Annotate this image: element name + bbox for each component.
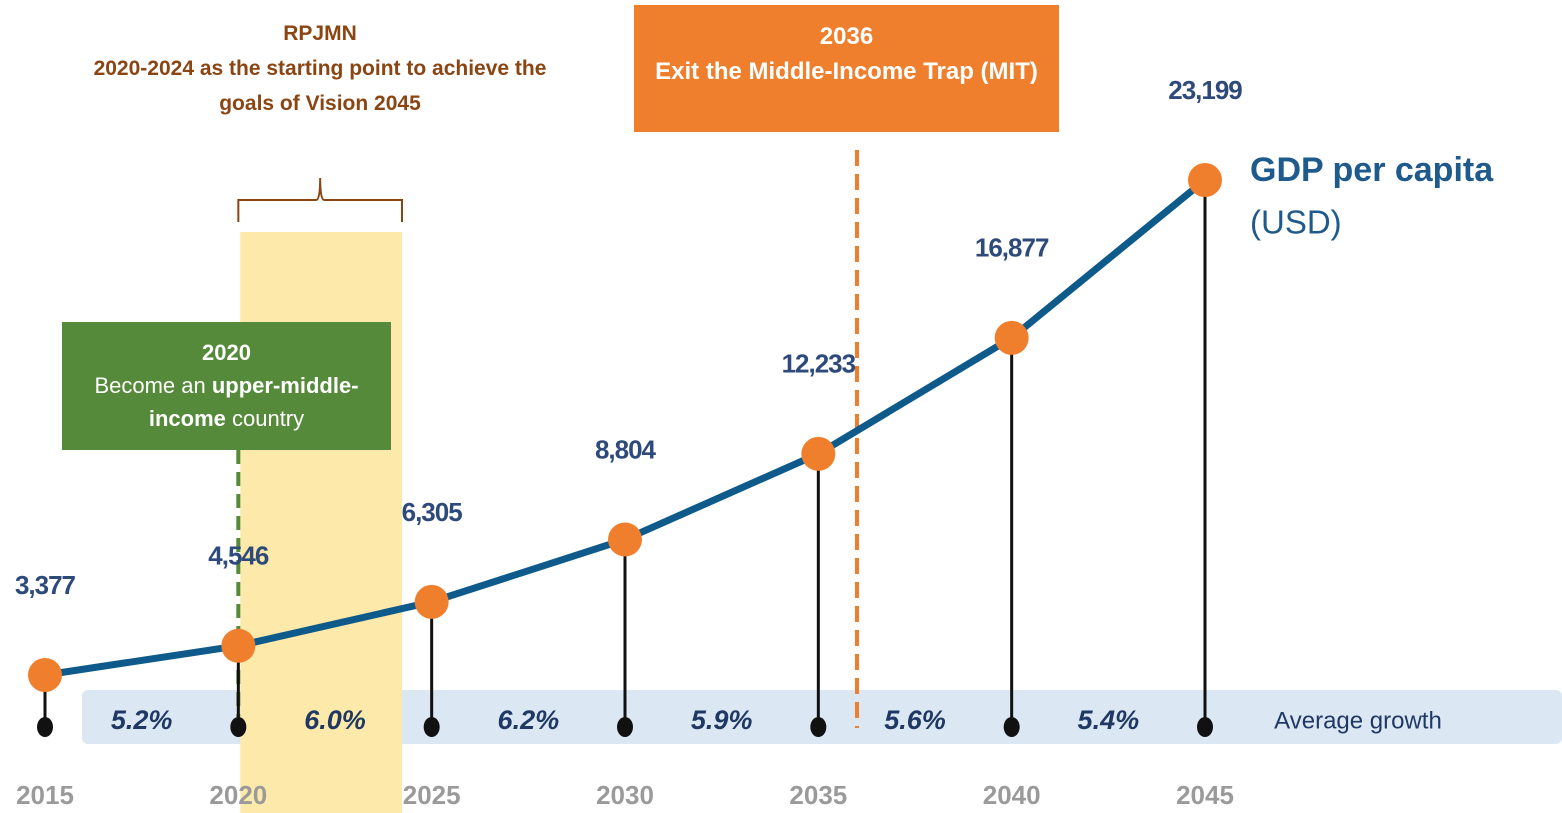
growth-value: 6.0% [304, 705, 366, 735]
chart-subtitle: (USD) [1250, 204, 1342, 241]
growth-value: 5.9% [691, 705, 753, 735]
growth-value: 5.4% [1078, 705, 1140, 735]
highlight-note: RPJMN 2020-2024 as the starting point to… [90, 16, 550, 121]
stem-base [1197, 717, 1213, 737]
value-label: 4,546 [208, 541, 269, 571]
stem-base [37, 717, 53, 737]
annotation-text: Become an upper-middle-income country [80, 369, 373, 435]
annotation-label: 2036 [819, 23, 874, 50]
annotation-box: 2036 Exit the Middle-Income Trap (MIT) [634, 5, 1059, 132]
highlight-text: 2020-2024 as the starting point to achie… [93, 57, 547, 115]
stem-base [1003, 717, 1020, 737]
annotation-text-part: country [225, 406, 305, 431]
growth-value: 5.6% [884, 705, 946, 735]
growth-label: Average growth [1274, 707, 1442, 734]
value-label: 6,305 [402, 497, 463, 527]
x-tick-label: 2020 [209, 780, 267, 810]
value-label: 12,233 [782, 349, 856, 379]
marker [221, 628, 256, 663]
marker [414, 584, 449, 619]
growth-band [82, 690, 1562, 744]
x-tick-label: 2040 [983, 780, 1041, 810]
growth-value: 6.2% [498, 705, 560, 735]
stem-base [617, 717, 633, 737]
value-label: 16,877 [975, 233, 1049, 263]
growth-value: 5.2% [111, 705, 173, 735]
x-tick-label: 2045 [1176, 780, 1234, 810]
stem-base [230, 717, 247, 737]
annotation-box: 2020 Become an upper-middle-income count… [62, 322, 391, 450]
value-label: 3,377 [15, 570, 76, 600]
annotation-text-part: Become an [94, 373, 212, 398]
x-tick-label: 2025 [403, 780, 461, 810]
stem-base [423, 717, 440, 737]
annotation-text: Exit the Middle-Income Trap (MIT) [655, 58, 1038, 85]
chart-title: GDP per capita [1250, 151, 1494, 189]
marker [994, 320, 1029, 355]
annotation-text-part: upper-middle-income [148, 373, 359, 431]
x-tick-label: 2030 [596, 780, 654, 810]
value-label: 23,199 [1168, 75, 1242, 105]
marker [28, 658, 62, 692]
x-tick-label: 2015 [16, 780, 74, 810]
annotation-label: 2020 [202, 340, 251, 365]
stem-base [810, 717, 827, 737]
marker [1188, 163, 1222, 197]
marker [608, 522, 642, 557]
highlight-bracket [237, 177, 403, 222]
value-label: 8,804 [595, 434, 657, 464]
highlight-title: RPJMN [283, 22, 357, 45]
marker [801, 436, 836, 471]
x-tick-label: 2035 [789, 780, 847, 810]
